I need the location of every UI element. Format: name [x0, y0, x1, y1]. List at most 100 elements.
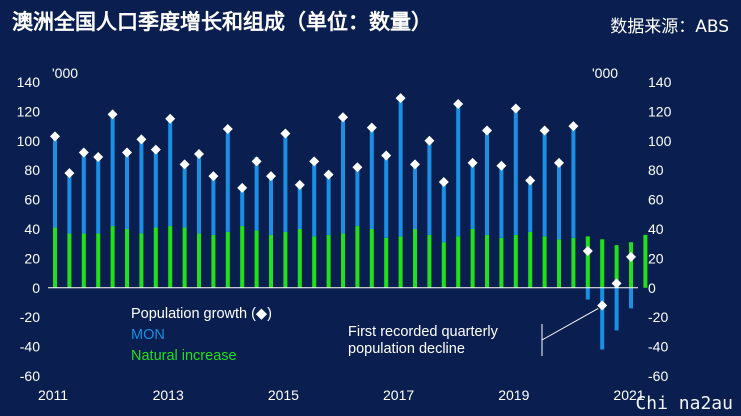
growth-marker-30	[482, 125, 492, 136]
growth-marker-2	[78, 147, 89, 158]
mon-bar-19	[326, 174, 331, 235]
source-label: 数据来源：ABS	[610, 17, 729, 37]
mon-bar-31	[499, 165, 504, 238]
x-tick-label: 2021	[613, 387, 644, 403]
left-tick-label: 100	[17, 133, 41, 149]
natural-bar-37	[585, 236, 590, 288]
natural-bar-16	[283, 231, 288, 288]
natural-bar-4	[110, 226, 115, 288]
natural-bar-24	[398, 236, 403, 288]
natural-bar-34	[542, 236, 547, 288]
growth-marker-21	[352, 162, 363, 173]
right-axis: -60 -40 -20 0 20 40 60 80 100 120 140 '000	[592, 65, 672, 384]
annotation-line-1: First recorded quarterly	[348, 324, 499, 340]
growth-marker-8	[165, 113, 176, 124]
growth-marker-33	[525, 175, 536, 186]
x-tick-label: 2013	[153, 387, 184, 403]
growth-marker-7	[150, 144, 161, 155]
mon-bars	[53, 96, 633, 350]
mon-bar-22	[369, 126, 374, 229]
left-tick-label: 0	[32, 280, 40, 296]
natural-bar-32	[513, 234, 518, 288]
mon-bar-35	[557, 162, 561, 240]
mon-bar-7	[153, 149, 158, 228]
legend-growth: Population growth (◆)	[131, 306, 272, 322]
mon-bar-25	[413, 164, 417, 229]
natural-bar-27	[441, 242, 446, 288]
natural-bar-1	[67, 233, 72, 288]
growth-marker-3	[93, 151, 104, 162]
left-tick-label: -60	[20, 368, 40, 384]
growth-marker-15	[266, 171, 276, 182]
mon-bar-15	[269, 176, 273, 235]
mon-bar-3	[96, 156, 101, 234]
growth-marker-40	[626, 251, 636, 262]
growth-marker-1	[64, 168, 75, 179]
natural-bar-30	[485, 234, 489, 288]
natural-bar-10	[197, 233, 201, 288]
growth-marker-25	[410, 159, 420, 170]
x-tick-label: 2017	[383, 387, 414, 403]
growth-marker-32	[510, 103, 521, 114]
left-tick-label: 80	[24, 162, 40, 178]
mon-bar-39	[614, 287, 619, 331]
natural-bar-22	[369, 229, 374, 288]
mon-bar-20	[341, 115, 345, 234]
mon-bar-29	[470, 162, 475, 229]
growth-marker-5	[122, 147, 132, 158]
watermark: Chi na2au	[635, 393, 733, 414]
left-tick-label: 20	[24, 250, 40, 266]
right-tick-label: -60	[648, 368, 668, 384]
right-tick-label: 120	[648, 103, 672, 119]
growth-marker-29	[467, 157, 478, 168]
mon-bar-14	[254, 156, 259, 231]
growth-marker-35	[554, 157, 564, 168]
mon-bar-28	[456, 102, 461, 237]
natural-increase-bars	[53, 226, 648, 288]
right-tick-label: 20	[648, 250, 664, 266]
growth-marker-24	[395, 93, 406, 104]
growth-marker-12	[222, 124, 233, 135]
natural-bar-39	[614, 245, 619, 288]
mon-bar-33	[528, 180, 533, 232]
natural-bar-19	[326, 234, 331, 288]
left-tick-label: 120	[17, 103, 41, 119]
growth-marker-17	[294, 179, 305, 190]
growth-marker-20	[338, 112, 348, 123]
natural-bar-41	[643, 234, 648, 288]
mon-bar-40	[629, 287, 633, 309]
right-tick-label: 100	[648, 133, 672, 149]
left-tick-label: -40	[20, 339, 40, 355]
mon-bar-32	[513, 108, 518, 235]
left-tick-label: 140	[17, 74, 41, 90]
growth-marker-11	[208, 171, 219, 182]
mon-bar-30	[485, 130, 489, 235]
mon-bar-34	[542, 130, 547, 237]
mon-bar-16	[283, 133, 288, 232]
mon-bar-24	[398, 96, 403, 237]
legend-natural: Natural increase	[131, 348, 237, 364]
mon-bar-9	[182, 164, 187, 228]
natural-bar-18	[312, 236, 317, 288]
growth-marker-39	[611, 278, 622, 289]
growth-markers	[50, 93, 636, 311]
x-axis: 2011 2013 2015 2017 2019 2021	[38, 387, 645, 403]
natural-bar-7	[153, 227, 158, 288]
natural-bar-29	[470, 229, 475, 288]
mon-bar-26	[427, 140, 432, 235]
natural-bar-33	[528, 231, 533, 288]
mon-bar-38	[600, 287, 605, 350]
natural-bar-11	[211, 234, 216, 288]
left-tick-label: 60	[24, 192, 40, 208]
growth-marker-9	[179, 159, 190, 170]
mon-bar-8	[168, 117, 173, 227]
growth-marker-37	[582, 246, 593, 257]
mon-bar-11	[211, 177, 216, 235]
mon-bar-37	[585, 287, 590, 300]
growth-marker-4	[107, 109, 118, 120]
natural-bar-23	[384, 237, 389, 288]
natural-bar-21	[355, 226, 360, 288]
mon-bar-17	[297, 184, 302, 229]
annotation-line-2: population decline	[348, 341, 465, 357]
